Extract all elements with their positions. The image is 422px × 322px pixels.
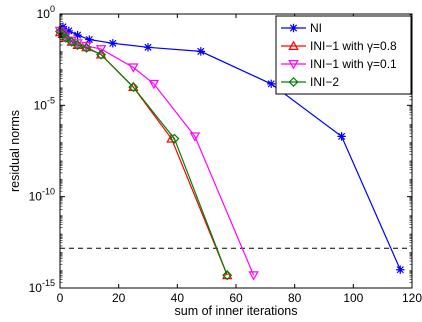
y-tick-label: 10-5: [34, 95, 55, 112]
x-tick-label: 0: [57, 291, 64, 305]
data-point-marker: [148, 79, 160, 90]
x-tick-label: 100: [343, 291, 363, 305]
series-1: [58, 22, 405, 274]
data-point-marker: [60, 32, 71, 43]
legend-label: INI−1 with γ=0.8: [310, 39, 397, 53]
x-tick-label: 20: [112, 291, 126, 305]
x-tick-label: 120: [402, 291, 422, 305]
series-4: [54, 26, 233, 281]
legend-entry: INI−1 with γ=0.1: [281, 57, 397, 71]
data-point-marker: [222, 270, 233, 281]
legend-entry: INI−1 with γ=0.8: [281, 39, 397, 53]
series-line: [62, 26, 401, 270]
data-point-marker: [66, 36, 77, 47]
legend-label: INI−2: [310, 75, 339, 89]
x-axis-title: sum of inner iterations: [175, 304, 298, 318]
y-tick-label: 10-15: [29, 278, 55, 295]
series-line: [59, 31, 228, 276]
data-point-marker: [189, 132, 201, 142]
data-point-marker: [396, 265, 405, 274]
data-point-marker: [196, 47, 205, 56]
data-point-marker: [73, 30, 82, 40]
legend-marker: [288, 60, 299, 70]
data-point-marker: [169, 133, 180, 144]
y-tick-label: 10-10: [29, 187, 55, 204]
data-point-marker: [64, 26, 73, 36]
x-tick-label: 40: [171, 291, 185, 305]
data-point-marker: [337, 132, 346, 141]
data-point-marker: [108, 39, 117, 48]
axis-layer: 0 20 40 60 80 100 120 100 10-5 10-10 10-15: [29, 4, 422, 305]
x-tick-label: 80: [288, 291, 302, 305]
data-point-marker: [143, 43, 153, 52]
y-axis-title: residual norms: [8, 110, 22, 192]
legend: NI INI−1 with γ=0.8 INI−1 with γ=0.1 INI−2: [275, 15, 412, 95]
legend-marker: [288, 40, 299, 50]
y-tick-label: 100: [37, 4, 55, 21]
legend-box: [275, 15, 412, 95]
data-point-marker: [128, 63, 139, 73]
data-point-marker: [81, 42, 92, 53]
data-point-marker: [248, 271, 259, 281]
legend-entry: NI: [281, 21, 322, 35]
data-point-marker: [267, 79, 276, 89]
series-layer: [54, 22, 405, 281]
legend-marker: [289, 23, 298, 33]
data-point-marker: [128, 82, 139, 93]
x-tick-label: 60: [229, 291, 243, 305]
data-point-marker: [72, 39, 83, 51]
legend-label: NI: [310, 21, 322, 35]
data-point-marker: [58, 22, 68, 31]
legend-label: INI−1 with γ=0.1: [310, 57, 397, 71]
data-point-marker: [85, 35, 94, 44]
legend-entry: INI−2: [281, 75, 339, 89]
data-point-marker: [96, 49, 107, 60]
data-point-marker: [95, 45, 107, 55]
legend-marker: [288, 76, 299, 88]
